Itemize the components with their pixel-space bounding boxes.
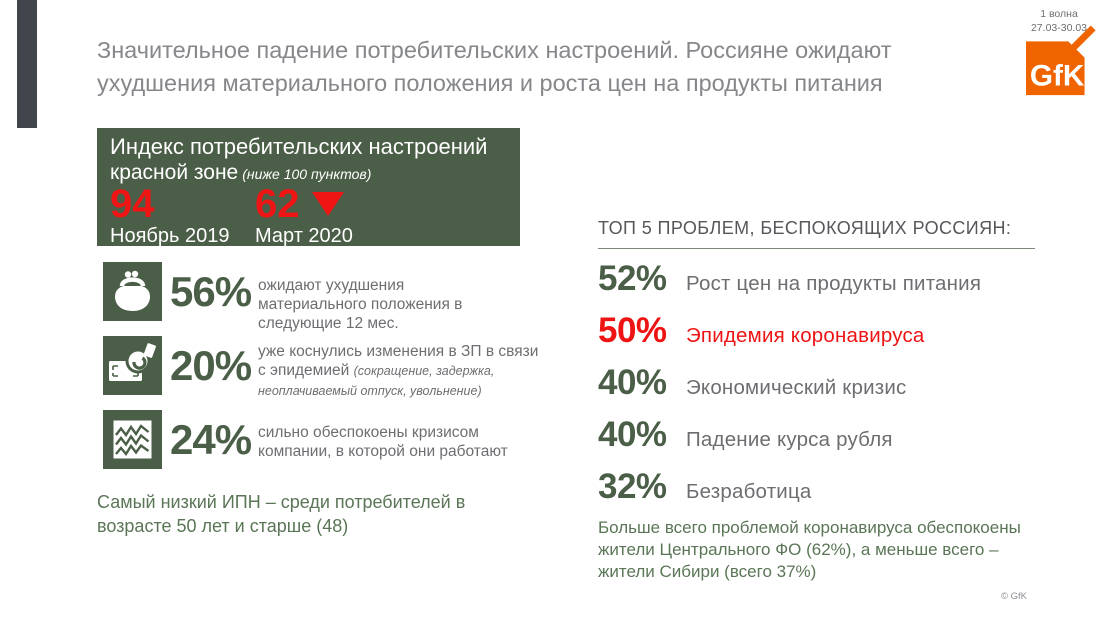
index-value-mar-2020: 62 Март 2020 — [255, 184, 353, 248]
stat-description: уже коснулись изменения в ЗП в связи с э… — [258, 336, 550, 401]
problem-row: 50% Эпидемия коронавируса — [598, 309, 1040, 353]
problem-percent: 40% — [598, 363, 667, 402]
problem-row: 32% Безработица — [598, 465, 1040, 509]
heading-rule — [598, 248, 1035, 249]
stat-percent: 24% — [170, 416, 252, 463]
gfk-logo-icon: GfK — [1026, 25, 1096, 96]
top-problems-list: 52% Рост цен на продукты питания 50% Эпи… — [598, 257, 1040, 509]
top-problems-heading: ТОП 5 ПРОБЛЕМ, БЕСПОКОЯЩИХ РОССИЯН: — [598, 218, 1012, 238]
problem-percent: 52% — [598, 259, 667, 298]
index-box-heading-line2-text: красной зоне — [110, 161, 239, 184]
index-value-label: Март 2020 — [255, 225, 353, 247]
stat-text: уже коснулись изменения в ЗП в связи с э… — [258, 343, 539, 379]
top-problems-section: ТОП 5 ПРОБЛЕМ, БЕСПОКОЯЩИХ РОССИЯН: 52% … — [598, 218, 1040, 583]
problem-percent: 40% — [598, 415, 667, 454]
stat-row-salary-changes: 20% уже коснулись изменения в ЗП в связи… — [103, 336, 550, 401]
problem-row: 40% Падение курса рубля — [598, 413, 1040, 457]
stat-row-company-crisis: 24% сильно обеспокоены кризисом компании… — [103, 410, 520, 469]
index-value-label: Ноябрь 2019 — [110, 225, 230, 247]
problem-label: Безработица — [686, 480, 812, 503]
index-box-heading-line2: красной зоне (ниже 100 пунктов) — [110, 161, 371, 185]
stat-percent: 56% — [170, 268, 252, 315]
index-box-heading-line1: Индекс потребительских настроений — [110, 134, 488, 159]
problem-percent: 50% — [598, 311, 667, 350]
problem-label: Падение курса рубля — [686, 428, 893, 451]
stat-note: (сокращение, задержка, неоплачиваемый от… — [258, 364, 495, 398]
crisis-chart-icon — [103, 410, 162, 469]
problem-label: Экономический кризис — [686, 376, 907, 399]
stat-description: сильно обеспокоены кризисом компании, в … — [258, 410, 520, 461]
lowest-index-note: Самый низкий ИПН – среди потребителей в … — [97, 492, 466, 536]
stat-description: ожидают ухудшения материального положени… — [258, 262, 496, 333]
problem-row: 40% Экономический кризис — [598, 361, 1040, 405]
problem-percent: 32% — [598, 467, 667, 506]
stat-text: ожидают ухудшения материального положени… — [258, 277, 463, 332]
copyright: © GfK — [1000, 591, 1027, 602]
down-arrow-icon — [311, 192, 344, 216]
salary-hand-icon — [103, 336, 162, 395]
stat-text: сильно обеспокоены кризисом компании, в … — [258, 424, 508, 460]
wave-number: 1 волна — [1040, 8, 1078, 20]
index-value-nov-2019: 94 Ноябрь 2019 — [110, 184, 229, 248]
index-value: 94 — [110, 182, 155, 226]
consumer-sentiment-index-box: Индекс потребительских настроений красно… — [97, 128, 520, 248]
gfk-logo: GfK — [1026, 25, 1098, 98]
problem-row: 52% Рост цен на продукты питания — [598, 257, 1040, 301]
stat-row-material-worsening: 56% ожидают ухудшения материального поло… — [103, 262, 496, 333]
problem-label: Рост цен на продукты питания — [686, 272, 982, 295]
wave-dates: 27.03-30.03 — [1030, 22, 1088, 34]
index-value: 62 — [255, 182, 300, 226]
left-accent-bar — [17, 0, 37, 128]
stat-percent: 20% — [170, 342, 252, 389]
gfk-logo-text: GfK — [1030, 60, 1085, 93]
problem-label: Эпидемия коронавируса — [686, 324, 925, 347]
slide-title: Значительное падение потребительских нас… — [97, 37, 892, 96]
purse-icon — [103, 262, 162, 321]
coronavirus-regions-note: Больше всего проблемой коронавируса обес… — [598, 518, 1021, 581]
index-box-heading-note: (ниже 100 пунктов) — [242, 166, 372, 182]
wave-info: 1 волна 27.03-30.03 — [1013, 7, 1105, 35]
